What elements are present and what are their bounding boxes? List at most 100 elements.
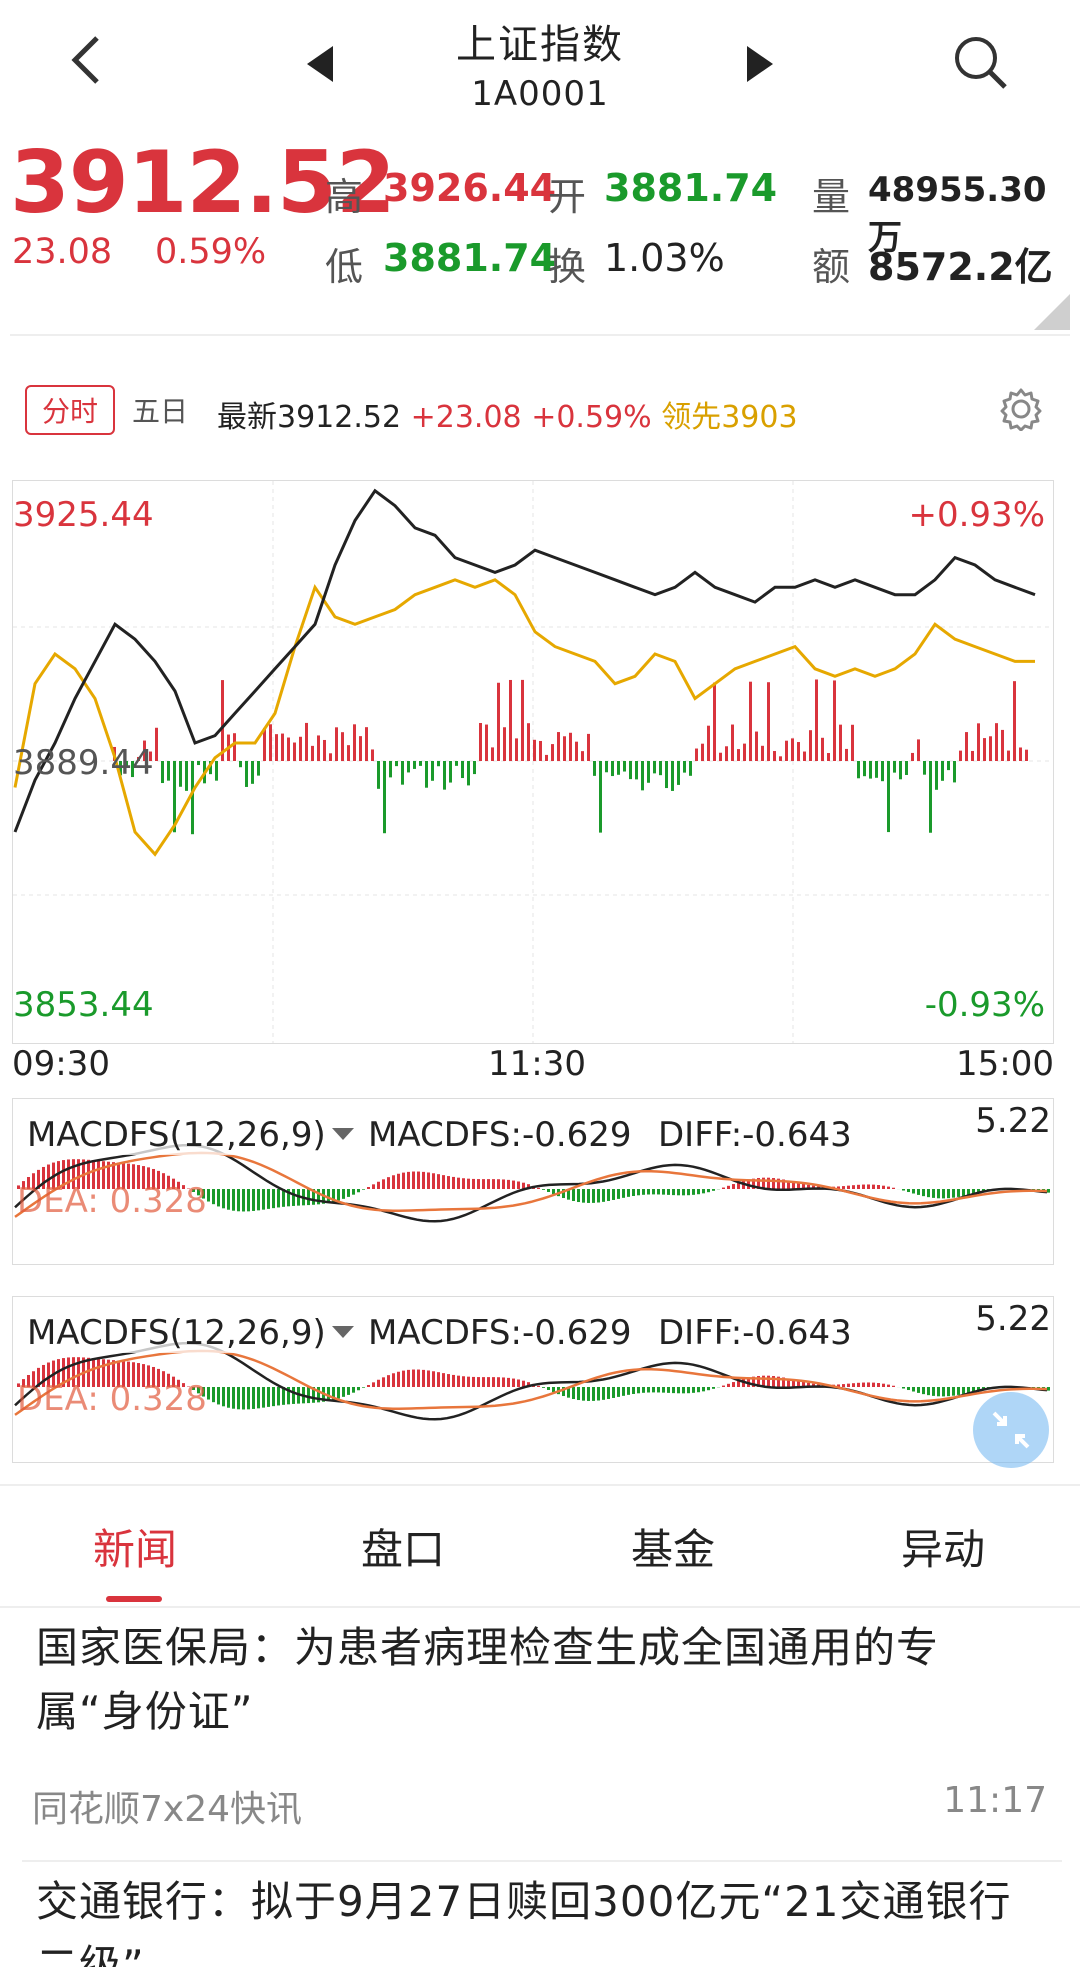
macd-panel-1[interactable]: MACDFS(12,26,9) MACDFS:-0.629 DIFF:-0.64… bbox=[12, 1098, 1054, 1265]
volume-bar-down bbox=[377, 761, 380, 789]
x-axis-tick-end: 15:00 bbox=[956, 1044, 1054, 1084]
average-price-line bbox=[13, 578, 1035, 857]
macd-bar-up bbox=[432, 1371, 435, 1387]
macd-bar-up bbox=[397, 1371, 400, 1387]
indicator-selector[interactable]: MACDFS(12,26,9) bbox=[27, 1313, 360, 1353]
tab-five-day[interactable]: 五日 bbox=[132, 395, 189, 428]
volume-bar-up bbox=[821, 737, 824, 761]
tab-order-book[interactable]: 盘口 bbox=[360, 1525, 445, 1574]
macd-bar-up bbox=[72, 1159, 75, 1189]
tab-movements[interactable]: 异动 bbox=[900, 1525, 985, 1574]
macd-bar-down bbox=[547, 1387, 550, 1390]
macd-bar-down bbox=[967, 1189, 970, 1195]
macd-bar-down bbox=[937, 1387, 940, 1397]
fullscreen-toggle-button[interactable] bbox=[973, 1392, 1049, 1468]
settings-button[interactable] bbox=[994, 382, 1048, 436]
volume-bar-up bbox=[539, 740, 542, 761]
macd-bar-down bbox=[627, 1189, 630, 1197]
search-button[interactable] bbox=[950, 32, 1010, 92]
volume-bar-up bbox=[971, 750, 974, 761]
volume-bar-down bbox=[899, 761, 902, 780]
macd-bar-up bbox=[812, 1383, 815, 1387]
back-button[interactable] bbox=[55, 30, 115, 90]
macd-bar-up bbox=[17, 1185, 20, 1189]
volume-bar-up bbox=[335, 727, 338, 761]
volume-bar-down bbox=[437, 761, 440, 767]
y-axis-top-label: 3925.44 bbox=[13, 495, 154, 535]
volume-bar-down bbox=[407, 761, 410, 773]
macd-panel-2[interactable]: MACDFS(12,26,9) MACDFS:-0.629 DIFF:-0.64… bbox=[12, 1296, 1054, 1468]
amount-label: 额 bbox=[812, 245, 851, 289]
macd-bar-down bbox=[712, 1387, 715, 1389]
macd-bar-down bbox=[587, 1387, 590, 1401]
tab-funds[interactable]: 基金 bbox=[630, 1525, 715, 1574]
macd-bar-up bbox=[157, 1368, 160, 1387]
macd-bar-down bbox=[202, 1189, 205, 1199]
macd-bar-down bbox=[982, 1387, 985, 1390]
news-source: 同花顺7x24快讯 bbox=[32, 1789, 303, 1830]
macd-bar-up bbox=[797, 1380, 800, 1387]
macd-bar-down bbox=[607, 1387, 610, 1399]
macd-bar-up bbox=[427, 1172, 430, 1189]
tab-intraday[interactable]: 分时 bbox=[25, 385, 115, 435]
macd-bar-down bbox=[952, 1387, 955, 1396]
volume-bar-down bbox=[395, 761, 398, 767]
volume-bar-up bbox=[827, 753, 830, 761]
volume-bar-down bbox=[887, 761, 890, 833]
macd-bar-down bbox=[547, 1189, 550, 1192]
macd-bar-up bbox=[392, 1373, 395, 1387]
expand-corner-icon[interactable] bbox=[1034, 294, 1070, 330]
news-item[interactable]: 交通银行：拟于9月27日赎回300亿元“21交通银行二级” bbox=[0, 1870, 1080, 1967]
volume-bar-down bbox=[893, 761, 896, 773]
macd-bar-up bbox=[862, 1184, 865, 1189]
macd-bar-down bbox=[967, 1387, 970, 1393]
macd-bar-down bbox=[947, 1387, 950, 1397]
volume-bar-up bbox=[293, 742, 296, 761]
volume-bar-down bbox=[623, 761, 626, 772]
volume-bar-up bbox=[917, 739, 920, 761]
macd-bar-up bbox=[102, 1161, 105, 1189]
volume-bar-up bbox=[725, 746, 728, 761]
macd-bar-down bbox=[657, 1387, 660, 1393]
volume-bar-down bbox=[257, 761, 260, 776]
macd-bar-up bbox=[22, 1379, 25, 1387]
macd-bar-up bbox=[162, 1173, 165, 1189]
macd-bar-up bbox=[152, 1366, 155, 1387]
macd-bar-down bbox=[1047, 1387, 1050, 1391]
indicator-selector[interactable]: MACDFS(12,26,9) bbox=[27, 1115, 360, 1155]
volume-bar-up bbox=[233, 733, 236, 761]
tab-news[interactable]: 新闻 bbox=[92, 1525, 177, 1574]
macd-bar-up bbox=[732, 1382, 735, 1387]
macd-bar-down bbox=[667, 1189, 670, 1195]
macd-bar-up bbox=[77, 1357, 80, 1387]
volume-bar-up bbox=[977, 723, 980, 761]
news-item[interactable]: 国家医保局：为患者病理检查生成全国通用的专属“身份证” 同花顺7x24快讯 11… bbox=[0, 1616, 1080, 1858]
volume-bar-up bbox=[713, 682, 716, 761]
macd-bar-up bbox=[412, 1369, 415, 1387]
macd-bar-down bbox=[597, 1387, 600, 1401]
macd-bar-up bbox=[92, 1160, 95, 1189]
volume-bar-up bbox=[497, 682, 500, 761]
macd-bar-down bbox=[327, 1189, 330, 1203]
volume-bar-down bbox=[185, 761, 188, 791]
macd-bar-down bbox=[192, 1387, 195, 1390]
prev-stock-button[interactable] bbox=[290, 34, 350, 94]
volume-label: 量 bbox=[812, 175, 851, 219]
macd-bar-up bbox=[437, 1174, 440, 1189]
macd-bar-down bbox=[927, 1387, 930, 1396]
macd-bar-up bbox=[87, 1159, 90, 1189]
volume-bar-down bbox=[941, 761, 944, 781]
next-stock-button[interactable] bbox=[730, 34, 790, 94]
macd-bar-down bbox=[617, 1387, 620, 1397]
macd-bar-down bbox=[272, 1387, 275, 1407]
volume-bar-down bbox=[659, 761, 662, 776]
macd-bar-up bbox=[872, 1184, 875, 1189]
volume-bar-up bbox=[719, 752, 722, 761]
macd-bar-down bbox=[627, 1387, 630, 1395]
volume-bar-up bbox=[155, 727, 158, 761]
intraday-chart[interactable]: 3925.44 3889.44 3853.44 +0.93% -0.93% bbox=[12, 480, 1054, 1044]
volume-bar-down bbox=[923, 761, 926, 775]
macd-bar-down bbox=[977, 1189, 980, 1193]
macd-bar-up bbox=[867, 1382, 870, 1387]
macd-bar-down bbox=[242, 1189, 245, 1212]
